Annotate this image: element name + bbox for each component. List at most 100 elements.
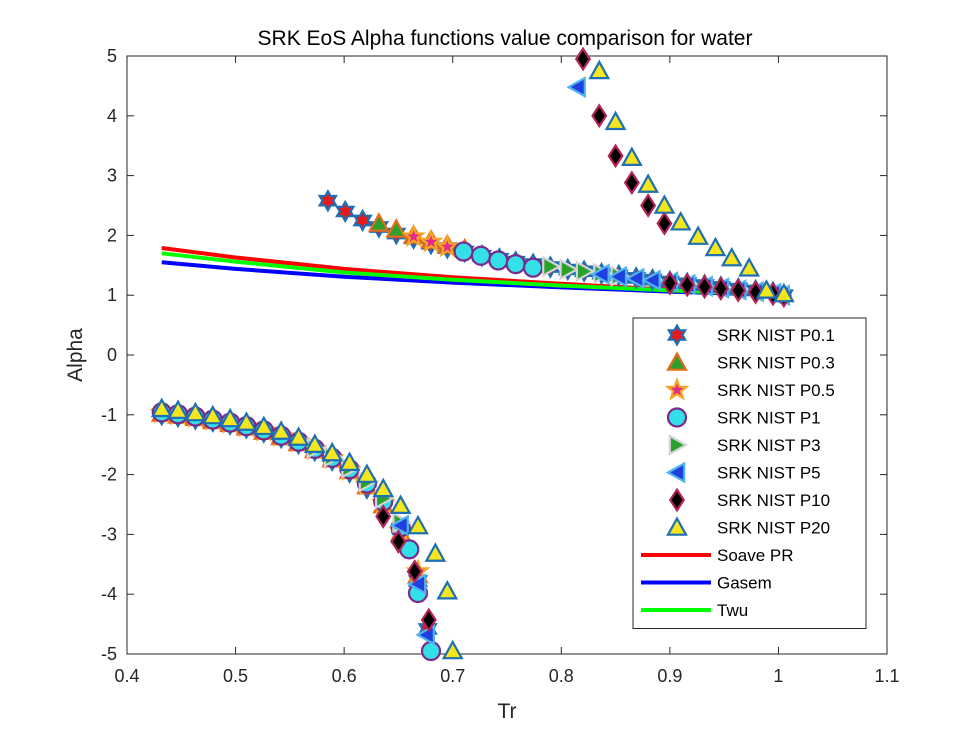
legend-label: Twu — [717, 601, 748, 620]
data-point-series-3 — [420, 640, 442, 662]
data-point-series-7 — [372, 477, 395, 498]
data-point-series-6 — [623, 170, 640, 196]
legend-label: Gasem — [717, 574, 772, 593]
legend-marker-4 — [668, 434, 689, 456]
legend-marker-6 — [668, 487, 686, 513]
data-point-series-5 — [607, 265, 628, 288]
data-point-series-7 — [704, 236, 727, 257]
legend-label: SRK NIST P0.3 — [717, 354, 835, 373]
data-point-series-7 — [150, 397, 173, 418]
data-point-series-3 — [522, 257, 544, 278]
data-point-series-6 — [640, 193, 657, 218]
data-point-series-6 — [712, 276, 729, 301]
data-point-series-6 — [406, 559, 423, 584]
x-tick-label: 0.6 — [332, 666, 357, 686]
data-point-series-7 — [424, 542, 447, 562]
data-point-series-6 — [661, 270, 678, 296]
data-point-series-3 — [470, 245, 492, 266]
legend: SRK NIST P0.1 SRK NIST P0.3 SRK NIST P0.5 S… — [632, 317, 867, 629]
data-point-series-7 — [287, 426, 310, 446]
data-point-series-4 — [575, 260, 596, 283]
data-point-series-6 — [390, 529, 407, 554]
data-point-series-5 — [389, 514, 409, 537]
data-point-series-5 — [624, 267, 645, 290]
data-point-series-2 — [401, 223, 427, 248]
data-point-series-7 — [772, 282, 795, 303]
data-point-series-4 — [559, 258, 580, 281]
data-point-series-7 — [389, 494, 412, 514]
legend-marker-5 — [665, 461, 686, 484]
data-point-series-7 — [441, 639, 464, 660]
data-point-series-7 — [720, 246, 743, 267]
data-point-series-5 — [641, 269, 661, 292]
data-point-series-3 — [488, 250, 509, 271]
legend-marker-1 — [666, 351, 688, 371]
data-point-series-7 — [167, 399, 189, 419]
data-point-series-3 — [505, 254, 526, 275]
legend-label: Soave PR — [717, 546, 794, 565]
data-point-series-4 — [542, 255, 562, 278]
y-tick-label: 3 — [107, 166, 117, 186]
data-point-series-7 — [252, 415, 275, 436]
legend-label: SRK NIST P0.5 — [717, 381, 835, 400]
y-tick-label: -2 — [101, 465, 117, 485]
data-point-series-6 — [656, 211, 673, 236]
data-point-series-7 — [755, 279, 778, 299]
data-point-series-7 — [184, 401, 207, 422]
data-point-series-0 — [352, 208, 373, 233]
legend-label: SRK NIST P3 — [717, 436, 821, 455]
data-point-series-7 — [219, 407, 242, 428]
y-tick-label: 2 — [107, 225, 117, 245]
y-tick-label: -1 — [101, 405, 117, 425]
legend-label: SRK NIST P0.1 — [717, 326, 835, 345]
data-point-series-5 — [566, 76, 586, 98]
data-point-series-7 — [637, 173, 660, 193]
y-tick-label: -3 — [101, 524, 117, 544]
data-point-series-7 — [738, 257, 760, 277]
legend-marker-3 — [666, 407, 688, 428]
data-point-series-7 — [620, 146, 643, 166]
legend-marker-7 — [666, 516, 688, 536]
data-point-series-6 — [607, 143, 624, 169]
data-point-series-7 — [604, 110, 627, 131]
data-point-series-7 — [356, 463, 378, 483]
data-point-series-1 — [368, 212, 390, 232]
data-point-series-7 — [201, 404, 224, 425]
data-point-series-7 — [653, 194, 676, 214]
data-point-series-2 — [434, 233, 460, 258]
data-point-series-0 — [335, 199, 356, 224]
x-tick-label: 1.1 — [874, 666, 899, 686]
legend-label: SRK NIST P1 — [717, 409, 821, 428]
x-tick-label: 0.7 — [440, 666, 465, 686]
data-point-series-7 — [669, 210, 692, 231]
chart-title: SRK EoS Alpha functions value comparison… — [258, 27, 753, 50]
data-point-series-2 — [418, 228, 444, 253]
x-tick-label: 0.4 — [114, 666, 139, 686]
data-point-series-6 — [591, 103, 608, 129]
data-point-series-6 — [696, 274, 713, 300]
data-point-series-1 — [385, 218, 408, 238]
series-markers — [149, 46, 795, 662]
data-point-series-7 — [588, 59, 611, 80]
data-point-series-7 — [235, 411, 258, 431]
y-tick-label: -4 — [101, 584, 117, 604]
data-point-series-6 — [420, 607, 437, 633]
x-tick-label: 0.5 — [223, 666, 248, 686]
x-tick-label: 0.8 — [549, 666, 574, 686]
data-point-series-7 — [303, 433, 326, 453]
axis-ticks: 0.4 0.5 0.6 0.7 0.8 0.9 1 1.1 5 4 3 2 1 0 -1 -2 -3 -4 -5 — [101, 46, 900, 686]
data-point-series-7 — [321, 441, 344, 462]
y-axis-label: Alpha — [64, 328, 87, 382]
data-point-series-7 — [687, 225, 709, 245]
data-point-series-3 — [453, 241, 474, 262]
data-point-series-6 — [730, 278, 747, 303]
data-point-series-6 — [747, 279, 764, 305]
x-tick-label: 1 — [773, 666, 783, 686]
data-point-series-0 — [317, 189, 338, 213]
legend-label: SRK NIST P5 — [717, 464, 821, 483]
x-axis-label: Tr — [497, 700, 516, 723]
data-point-series-7 — [436, 579, 459, 600]
y-tick-label: 0 — [107, 345, 117, 365]
x-tick-label: 0.9 — [657, 666, 682, 686]
